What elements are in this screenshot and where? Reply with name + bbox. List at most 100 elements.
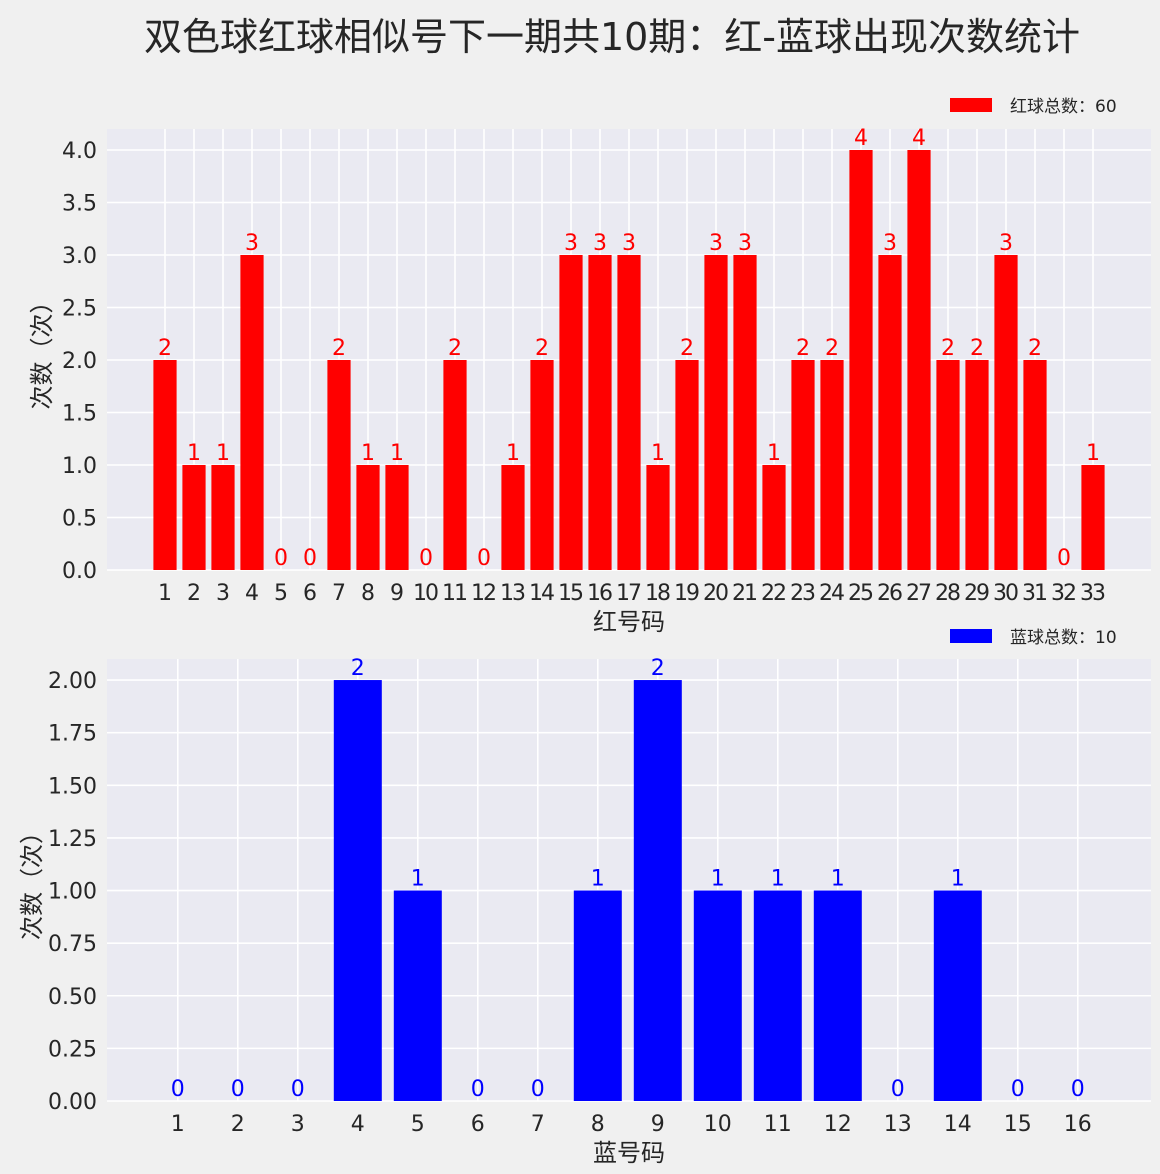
blue-y-axis-label: 次数（次） — [18, 820, 46, 940]
x-tick-label: 16 — [1064, 1112, 1092, 1137]
x-tick-label: 13 — [884, 1112, 912, 1137]
red-bar-7 — [327, 360, 351, 570]
red-bar-value-label: 2 — [796, 336, 810, 361]
x-tick-label: 26 — [877, 581, 903, 606]
y-tick-label: 4.0 — [62, 139, 97, 164]
x-tick-label: 11 — [442, 581, 468, 606]
y-tick-label: 0.75 — [48, 932, 97, 957]
blue-bar-value-label: 1 — [831, 867, 845, 892]
red-bar-value-label: 4 — [912, 126, 926, 151]
x-tick-label: 8 — [361, 581, 375, 606]
blue-legend-label: 蓝球总数：10 — [1010, 628, 1117, 648]
figure-title: 双色球红球相似号下一期共10期：红-蓝球出现次数统计 — [143, 15, 1081, 59]
y-tick-label: 0.5 — [62, 507, 97, 532]
red-bar-value-label: 3 — [738, 231, 752, 256]
x-tick-label: 20 — [703, 581, 729, 606]
x-tick-label: 14 — [529, 581, 555, 606]
red-bar-21 — [733, 255, 757, 570]
x-tick-label: 24 — [819, 581, 845, 606]
red-bar-8 — [356, 465, 380, 570]
blue-x-axis-label: 蓝号码 — [593, 1139, 665, 1167]
red-bar-2 — [182, 465, 206, 570]
red-bar-value-label: 2 — [535, 336, 549, 361]
x-tick-label: 21 — [732, 581, 758, 606]
x-tick-label: 10 — [413, 581, 439, 606]
red-bar-value-label: 1 — [390, 441, 404, 466]
red-bar-value-label: 3 — [883, 231, 897, 256]
red-bar-value-label: 1 — [506, 441, 520, 466]
blue-bar-value-label: 1 — [591, 867, 605, 892]
blue-bar-5 — [393, 890, 442, 1101]
red-bar-30 — [994, 255, 1018, 570]
red-x-axis-label: 红号码 — [593, 608, 665, 636]
y-tick-label: 1.25 — [48, 827, 97, 852]
x-tick-label: 28 — [935, 581, 961, 606]
red-bar-value-label: 1 — [767, 441, 781, 466]
red-bar-22 — [762, 465, 786, 570]
x-tick-label: 25 — [848, 581, 874, 606]
x-tick-label: 4 — [245, 581, 259, 606]
red-bar-14 — [530, 360, 554, 570]
red-bar-value-label: 0 — [419, 546, 433, 571]
red-bar-value-label: 0 — [303, 546, 317, 571]
y-tick-label: 0.0 — [62, 559, 97, 584]
blue-bar-value-label: 2 — [351, 656, 365, 681]
blue-bar-value-label: 1 — [411, 867, 425, 892]
red-bar-18 — [646, 465, 670, 570]
red-y-axis-label: 次数（次） — [28, 290, 56, 410]
red-bar-value-label: 1 — [187, 441, 201, 466]
blue-bar-value-label: 0 — [171, 1077, 185, 1102]
red-legend-label: 红球总数：60 — [1010, 97, 1117, 117]
red-bar-value-label: 1 — [361, 441, 375, 466]
y-tick-label: 0.25 — [48, 1037, 97, 1062]
x-tick-label: 1 — [158, 581, 172, 606]
y-tick-label: 0.00 — [48, 1090, 97, 1115]
red-bar-value-label: 2 — [448, 336, 462, 361]
red-bar-value-label: 2 — [970, 336, 984, 361]
blue-bar-10 — [693, 890, 742, 1101]
blue-bar-11 — [753, 890, 802, 1101]
blue-legend-swatch — [950, 629, 992, 643]
red-bar-24 — [820, 360, 844, 570]
x-tick-label: 19 — [674, 581, 700, 606]
x-tick-label: 6 — [471, 1112, 485, 1137]
x-tick-label: 2 — [187, 581, 201, 606]
red-bar-value-label: 2 — [941, 336, 955, 361]
red-bar-value-label: 1 — [651, 441, 665, 466]
red-bar-value-label: 2 — [1028, 336, 1042, 361]
x-tick-label: 6 — [303, 581, 317, 606]
blue-bar-value-label: 0 — [1011, 1077, 1025, 1102]
red-bar-value-label: 1 — [1086, 441, 1100, 466]
red-bar-value-label: 3 — [999, 231, 1013, 256]
blue-bar-value-label: 1 — [771, 867, 785, 892]
red-bar-23 — [791, 360, 815, 570]
red-bar-value-label: 3 — [709, 231, 723, 256]
red-bar-value-label: 3 — [622, 231, 636, 256]
red-bar-3 — [211, 465, 235, 570]
y-tick-label: 3.0 — [62, 244, 97, 269]
red-bar-value-label: 3 — [245, 231, 259, 256]
y-tick-label: 1.5 — [62, 402, 97, 427]
x-tick-label: 5 — [274, 581, 288, 606]
x-tick-label: 23 — [790, 581, 816, 606]
red-bar-33 — [1081, 465, 1105, 570]
y-tick-label: 2.5 — [62, 297, 97, 322]
blue-bar-value-label: 1 — [951, 867, 965, 892]
red-bar-value-label: 0 — [1057, 546, 1071, 571]
red-bar-15 — [559, 255, 583, 570]
blue-bar-value-label: 1 — [711, 867, 725, 892]
x-tick-label: 13 — [500, 581, 526, 606]
red-bar-28 — [936, 360, 960, 570]
x-tick-label: 16 — [587, 581, 613, 606]
x-tick-label: 8 — [591, 1112, 605, 1137]
blue-bar-12 — [813, 890, 862, 1101]
blue-bar-value-label: 2 — [651, 656, 665, 681]
blue-bar-value-label: 0 — [291, 1077, 305, 1102]
red-bar-value-label: 0 — [477, 546, 491, 571]
x-tick-label: 5 — [411, 1112, 425, 1137]
x-tick-label: 32 — [1051, 581, 1077, 606]
x-tick-label: 7 — [531, 1112, 545, 1137]
x-tick-label: 2 — [231, 1112, 245, 1137]
